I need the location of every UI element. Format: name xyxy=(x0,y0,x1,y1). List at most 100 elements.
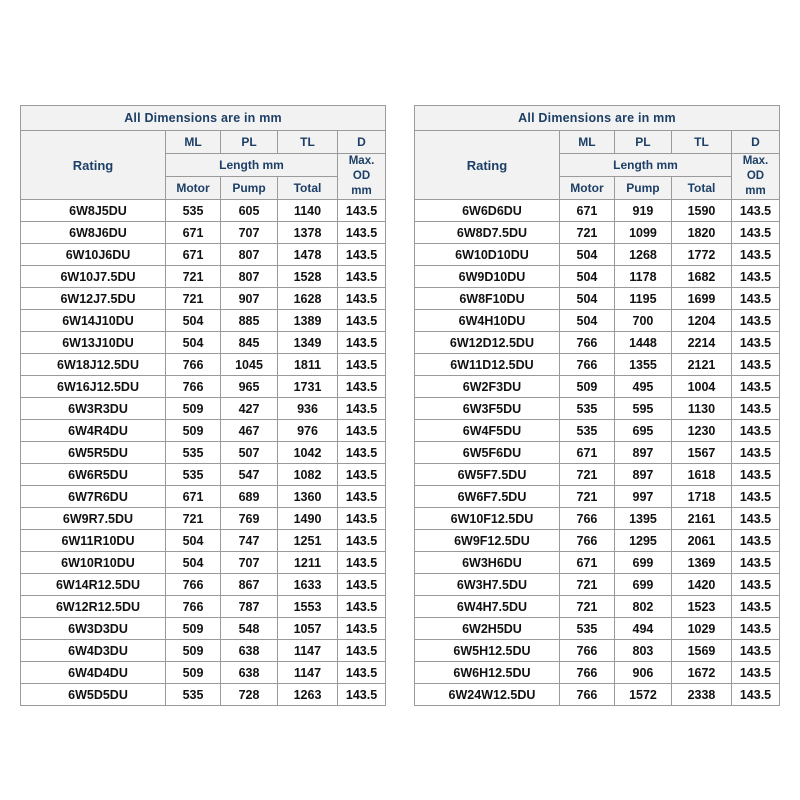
table-row: 6W5F6DU 671 897 1567 143.5 xyxy=(413,441,781,464)
cell-motor: 504 xyxy=(165,309,221,332)
cell-max-od: 143.5 xyxy=(336,617,387,640)
cell-total: 1130 xyxy=(670,397,732,420)
cell-rating: 6W4D3DU xyxy=(20,639,166,662)
cell-pump: 1045 xyxy=(220,353,278,376)
cell-motor: 535 xyxy=(165,463,221,486)
cell-pump: 1448 xyxy=(613,331,672,354)
cell-pump: 845 xyxy=(220,331,278,354)
cell-rating: 6W8F10DU xyxy=(413,287,560,310)
cell-max-od: 143.5 xyxy=(730,617,781,640)
cell-rating: 6W10F12.5DU xyxy=(413,507,560,530)
cell-pump: 807 xyxy=(220,265,278,288)
table-row: 6W6D6DU 671 919 1590 143.5 xyxy=(413,199,781,222)
table-row: 6W10D10DU 504 1268 1772 143.5 xyxy=(413,243,781,266)
header-length-mm: Length mm xyxy=(558,153,732,177)
cell-max-od: 143.5 xyxy=(336,485,387,508)
table-row: 6W4F5DU 535 695 1230 143.5 xyxy=(413,419,781,442)
cell-motor: 504 xyxy=(165,529,221,552)
cell-rating: 6W5R5DU xyxy=(20,441,166,464)
table-row: 6W3F5DU 535 595 1130 143.5 xyxy=(413,397,781,420)
cell-max-od: 143.5 xyxy=(336,639,387,662)
cell-pump: 427 xyxy=(220,397,278,420)
cell-motor: 535 xyxy=(165,441,221,464)
cell-total: 1618 xyxy=(670,463,732,486)
cell-pump: 747 xyxy=(220,529,278,552)
cell-total: 1633 xyxy=(277,573,338,596)
header-code-row: Rating ML PL TL D xyxy=(413,130,781,200)
cell-motor: 721 xyxy=(165,507,221,530)
cell-pump: 548 xyxy=(220,617,278,640)
cell-max-od: 143.5 xyxy=(336,661,387,684)
cell-pump: 507 xyxy=(220,441,278,464)
header-max-od-line-1: Max. xyxy=(348,155,375,168)
cell-motor: 504 xyxy=(165,331,221,354)
cell-pump: 707 xyxy=(220,221,278,244)
cell-pump: 689 xyxy=(220,485,278,508)
header-total: Total xyxy=(277,176,338,200)
cell-total: 2161 xyxy=(670,507,732,530)
dimensions-table-left: All Dimensions are in mm Rating ML PL TL… xyxy=(19,105,387,706)
cell-pump: 907 xyxy=(220,287,278,310)
cell-total: 1349 xyxy=(277,331,338,354)
cell-max-od: 143.5 xyxy=(336,463,387,486)
table-row: 6W10F12.5DU 766 1395 2161 143.5 xyxy=(413,507,781,530)
header-pl: PL xyxy=(613,130,672,154)
header-max-od-line-2: OD xyxy=(352,170,371,183)
cell-total: 1682 xyxy=(670,265,732,288)
header-length-mm: Length mm xyxy=(165,153,338,177)
cell-pump: 700 xyxy=(613,309,672,332)
table-row: 6W5H12.5DU 766 803 1569 143.5 xyxy=(413,639,781,662)
cell-motor: 509 xyxy=(165,617,221,640)
cell-max-od: 143.5 xyxy=(730,375,781,398)
cell-total: 2214 xyxy=(670,331,732,354)
cell-total: 1263 xyxy=(277,683,338,706)
cell-motor: 721 xyxy=(165,265,221,288)
cell-total: 1590 xyxy=(670,199,732,222)
table-row: 6W7R6DU 671 689 1360 143.5 xyxy=(20,485,387,508)
header-length-row: Length mm Max. OD mm xyxy=(414,153,781,200)
table-row: 6W8F10DU 504 1195 1699 143.5 xyxy=(413,287,781,310)
cell-total: 1042 xyxy=(277,441,338,464)
cell-rating: 6W3F5DU xyxy=(413,397,560,420)
table-row: 6W6R5DU 535 547 1082 143.5 xyxy=(20,463,387,486)
cell-rating: 6W2F3DU xyxy=(413,375,560,398)
cell-pump: 1295 xyxy=(613,529,672,552)
cell-motor: 721 xyxy=(558,573,615,596)
header-rating: Rating xyxy=(413,130,560,200)
cell-max-od: 143.5 xyxy=(336,441,387,464)
cell-max-od: 143.5 xyxy=(336,683,387,706)
cell-motor: 509 xyxy=(165,419,221,442)
cell-max-od: 143.5 xyxy=(336,397,387,420)
header-max-od-line-3: mm xyxy=(745,184,766,197)
cell-max-od: 143.5 xyxy=(336,353,387,376)
table-row: 6W4D4DU 509 638 1147 143.5 xyxy=(20,661,387,684)
cell-total: 1057 xyxy=(277,617,338,640)
cell-max-od: 143.5 xyxy=(336,507,387,530)
cell-total: 1369 xyxy=(670,551,732,574)
cell-max-od: 143.5 xyxy=(336,199,387,222)
header-title-row: All Dimensions are in mm xyxy=(19,105,387,131)
cell-motor: 671 xyxy=(165,243,221,266)
cell-rating: 6W2H5DU xyxy=(413,617,560,640)
table-row: 6W3H6DU 671 699 1369 143.5 xyxy=(413,551,781,574)
cell-total: 1699 xyxy=(670,287,732,310)
cell-max-od: 143.5 xyxy=(730,661,781,684)
cell-motor: 509 xyxy=(558,375,615,398)
cell-pump: 695 xyxy=(613,419,672,442)
table-header-left: All Dimensions are in mm Rating ML PL TL… xyxy=(19,105,387,200)
cell-motor: 671 xyxy=(165,221,221,244)
cell-motor: 766 xyxy=(558,639,615,662)
table-title: All Dimensions are in mm xyxy=(19,105,387,131)
cell-total: 1211 xyxy=(277,551,338,574)
cell-max-od: 143.5 xyxy=(336,419,387,442)
cell-rating: 6W4R4DU xyxy=(20,419,166,442)
cell-pump: 1099 xyxy=(613,221,672,244)
cell-motor: 504 xyxy=(558,309,615,332)
cell-rating: 6W10D10DU xyxy=(413,243,560,266)
table-body-left: 6W8J5DU 535 605 1140 143.5 6W8J6DU 671 707 1378 1… xyxy=(20,199,387,706)
cell-pump: 595 xyxy=(613,397,672,420)
cell-motor: 504 xyxy=(558,265,615,288)
cell-total: 1490 xyxy=(277,507,338,530)
cell-pump: 1178 xyxy=(613,265,672,288)
cell-pump: 1195 xyxy=(613,287,672,310)
